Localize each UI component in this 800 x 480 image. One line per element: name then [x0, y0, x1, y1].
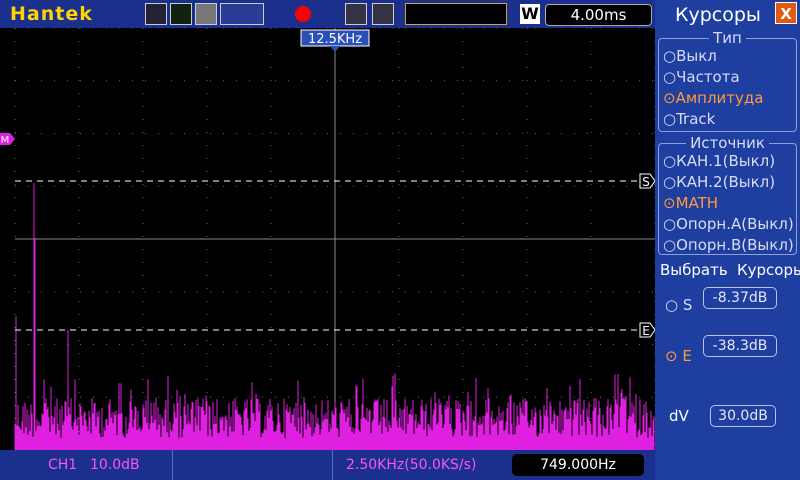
select-label: Выбрать [660, 261, 728, 279]
trace [14, 183, 655, 450]
icon [220, 3, 264, 25]
cursor-e-marker [639, 322, 655, 338]
cursor-e-label: E [642, 324, 650, 338]
s-label[interactable]: ○ S [665, 296, 693, 314]
cursor-s-marker [639, 173, 655, 189]
menu-option[interactable]: ⊙Амплитуда [663, 89, 764, 107]
e-text: E [682, 347, 692, 365]
memory-bar [405, 3, 507, 25]
cursor-s-label: S [642, 175, 650, 189]
option-text: Частота [676, 68, 740, 86]
menu-option[interactable]: ○КАН.2(Выкл) [663, 173, 776, 191]
timebase[interactable]: 4.00ms [545, 4, 652, 26]
divider [332, 450, 333, 480]
option-text: КАН.2(Выкл) [676, 173, 776, 191]
plot: S E M 12.5KHz [0, 28, 655, 450]
menu-option[interactable]: ○Опорн.А(Выкл) [663, 215, 794, 233]
close-button[interactable]: X [775, 2, 797, 24]
group-title: Источник [686, 134, 769, 152]
math-label: M [1, 135, 10, 146]
menu-option[interactable]: ○Опорн.В(Выкл) [663, 236, 794, 254]
menu-option[interactable]: ○Выкл [663, 47, 717, 65]
channel: CH1 [48, 457, 78, 473]
window-label: W [520, 4, 540, 24]
sample-rate: 2.50KHz(50.0KS/s) [346, 457, 477, 473]
divider [172, 450, 173, 480]
type-group: Тип ○Выкл ○Частота ⊙Амплитуда ○Track [658, 29, 797, 132]
top-bar: Hantek W 4.00ms [0, 0, 655, 28]
record-icon [295, 6, 311, 22]
menu-option[interactable]: ○Track [663, 110, 716, 128]
e-value: -38.3dB [703, 335, 777, 357]
group-title: Тип [709, 29, 746, 47]
channel-scale: 10.0dB [90, 457, 140, 473]
s-value: -8.37dB [703, 287, 777, 309]
grid [14, 28, 655, 450]
source-group: Источник ○КАН.1(Выкл) ○КАН.2(Выкл) ⊙MATH ○О… [658, 134, 797, 255]
option-text: Track [676, 110, 716, 128]
dv-value: 30.0dB [710, 405, 776, 427]
option-text: Опорн.А(Выкл) [676, 215, 794, 233]
cursor-menu: Курсоры X Тип ○Выкл ○Частота ⊙Амплитуда ○Tr… [655, 0, 800, 480]
option-text: Выкл [676, 47, 717, 65]
math-marker [0, 133, 15, 145]
option-text: Опорн.В(Выкл) [676, 236, 794, 254]
status-bar: CH1 10.0dB 2.50KHz(50.0KS/s) 749.000Hz [0, 450, 655, 480]
icon [170, 3, 192, 25]
dv-label: dV [669, 407, 689, 425]
menu-option[interactable]: ○КАН.1(Выкл) [663, 152, 776, 170]
trigger-freq: 12.5KHz [308, 32, 362, 47]
select-value[interactable]: Курсоры [737, 261, 800, 279]
menu-option[interactable]: ⊙MATH [663, 194, 719, 212]
s-text: S [682, 296, 693, 314]
option-text: MATH [675, 194, 719, 212]
icon [195, 3, 217, 25]
icon [145, 3, 167, 25]
frequency: 749.000Hz [512, 454, 644, 476]
icon [345, 3, 367, 25]
brand: Hantek [10, 3, 93, 25]
trigger-arrow [330, 46, 340, 52]
icon [372, 3, 394, 25]
option-text: Амплитуда [675, 89, 764, 107]
menu-title: Курсоры [675, 4, 761, 26]
menu-option[interactable]: ○Частота [663, 68, 740, 86]
option-text: КАН.1(Выкл) [676, 152, 776, 170]
e-label[interactable]: ⊙ E [665, 347, 692, 365]
